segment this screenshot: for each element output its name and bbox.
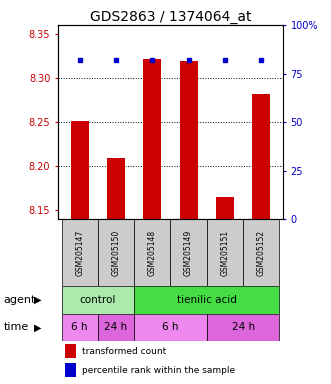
Bar [207, 314, 279, 341]
Bar [207, 219, 243, 286]
Text: ▶: ▶ [34, 295, 42, 305]
Bar [143, 58, 162, 219]
Bar [179, 61, 198, 219]
Bar [216, 197, 234, 219]
Text: 6 h: 6 h [71, 323, 88, 333]
Bar [65, 363, 76, 377]
Text: 24 h: 24 h [105, 323, 127, 333]
Text: time: time [3, 323, 28, 333]
Text: percentile rank within the sample: percentile rank within the sample [81, 366, 235, 375]
Text: ▶: ▶ [34, 323, 42, 333]
Text: 6 h: 6 h [162, 323, 179, 333]
Text: GSM205148: GSM205148 [148, 230, 157, 276]
Text: agent: agent [3, 295, 36, 305]
Text: tienilic acid: tienilic acid [177, 295, 237, 305]
Text: GSM205151: GSM205151 [220, 230, 229, 276]
Bar [134, 219, 170, 286]
Bar [98, 219, 134, 286]
Bar [252, 94, 270, 219]
Bar [134, 314, 207, 341]
Text: GSM205149: GSM205149 [184, 229, 193, 276]
Bar [62, 286, 134, 314]
Bar [107, 158, 125, 219]
Bar [98, 314, 134, 341]
Bar [170, 219, 207, 286]
Text: GSM205147: GSM205147 [75, 229, 84, 276]
Bar [65, 344, 76, 358]
Text: GSM205150: GSM205150 [112, 229, 120, 276]
Text: GSM205152: GSM205152 [257, 230, 266, 276]
Bar [62, 314, 98, 341]
Title: GDS2863 / 1374064_at: GDS2863 / 1374064_at [90, 10, 251, 24]
Text: transformed count: transformed count [81, 346, 166, 356]
Text: 24 h: 24 h [231, 323, 255, 333]
Bar [243, 219, 279, 286]
Bar [134, 286, 279, 314]
Bar [71, 121, 89, 219]
Bar [62, 219, 98, 286]
Text: control: control [80, 295, 116, 305]
